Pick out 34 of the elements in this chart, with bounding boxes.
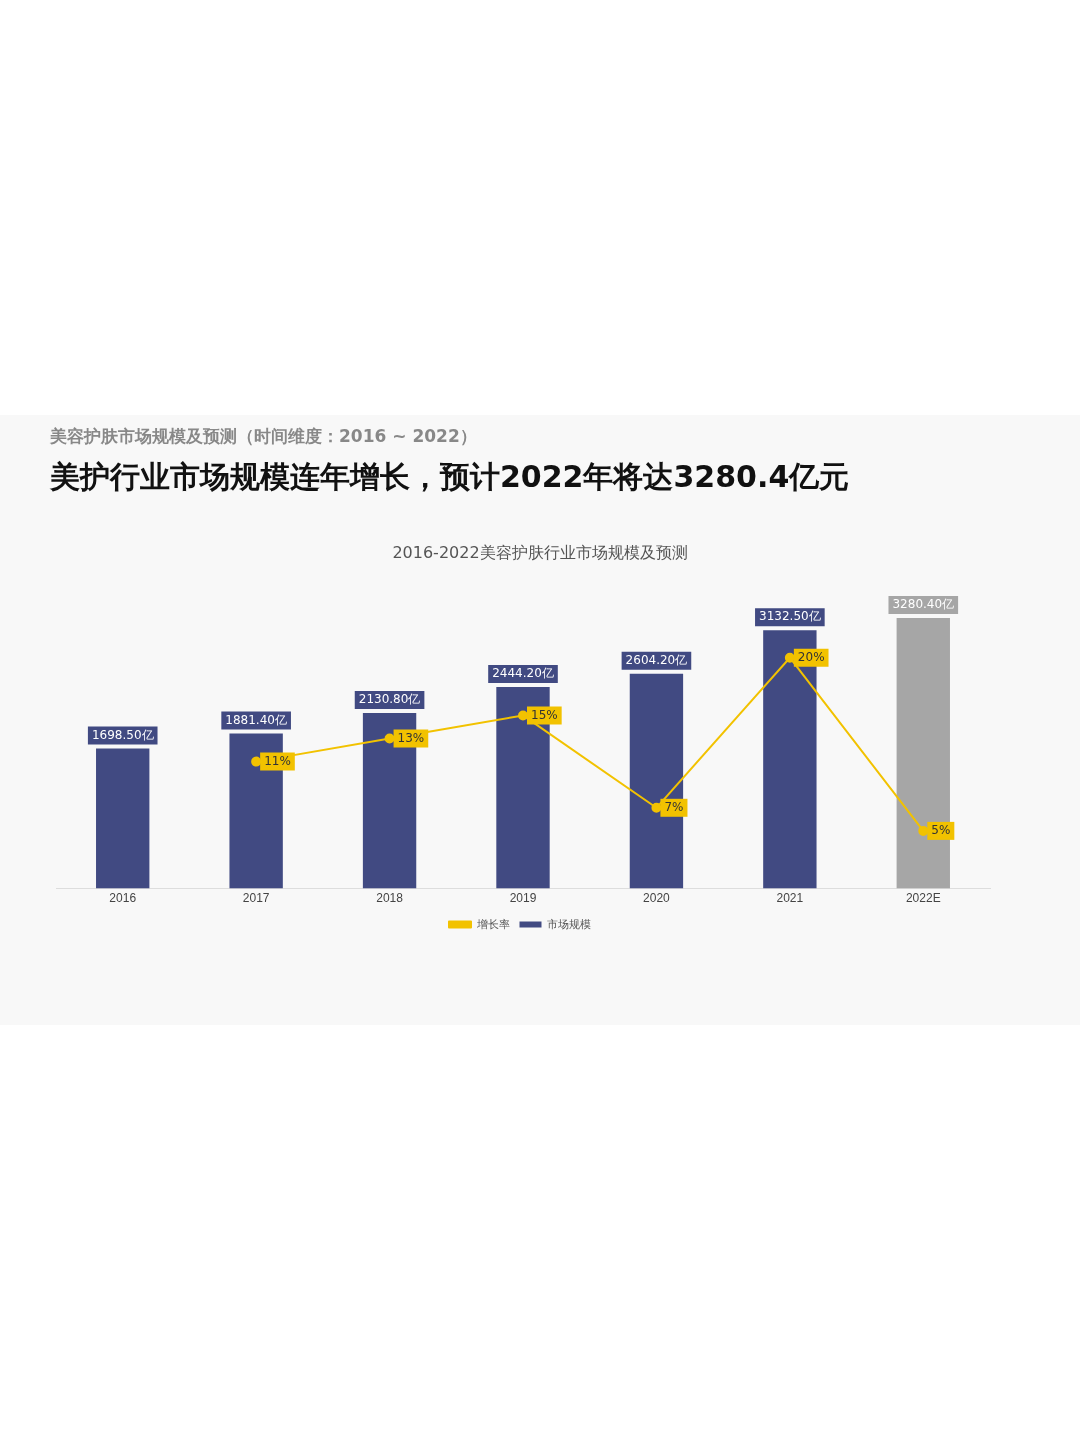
legend-label: 市场规模 (547, 917, 591, 930)
point (384, 733, 395, 744)
data-label: 13% (397, 730, 425, 745)
text: 2016-2022美容护肤行业市场规模及预测 (391, 543, 689, 564)
legend-label: 增长率 (475, 917, 510, 930)
chart-title: 美护行业市场规模连年增长，预计2022年将达3280.4亿元 (50, 458, 850, 496)
data-label: 1881.40亿 (225, 712, 287, 727)
point (518, 710, 528, 721)
x-tick-label: 2019 (509, 891, 537, 906)
data-label: 11% (264, 753, 291, 768)
bar (629, 673, 684, 889)
data-label: 2444.20亿 (492, 666, 554, 681)
data-label: 2130.80亿 (358, 692, 421, 707)
x-tick-label: 2021 (776, 891, 804, 906)
data-label: 7% (664, 799, 684, 814)
data-label: 3280.40亿 (892, 597, 955, 612)
data-label: 5% (931, 823, 951, 838)
point (918, 825, 929, 836)
x-tick-label: 2017 (242, 891, 270, 906)
data-label: 2604.20亿 (625, 652, 688, 667)
data-label: 15% (531, 707, 558, 722)
x-tick-label: 2018 (376, 891, 404, 906)
chart-subtitle: 美容护肤市场规模及预测（时间维度：2016 ~ 2022） (50, 425, 477, 448)
x-tick-label: 2022E (905, 891, 941, 906)
data-label: 3132.50亿 (759, 609, 821, 624)
data-label: 1698.50亿 (91, 727, 154, 742)
point (251, 756, 262, 767)
data-label: 20% (797, 649, 825, 664)
bar (96, 748, 150, 889)
bar (896, 618, 950, 889)
x-tick-label: 2016 (109, 891, 137, 906)
point (651, 802, 662, 813)
x-tick-label: 2020 (643, 891, 671, 906)
point (784, 652, 795, 663)
